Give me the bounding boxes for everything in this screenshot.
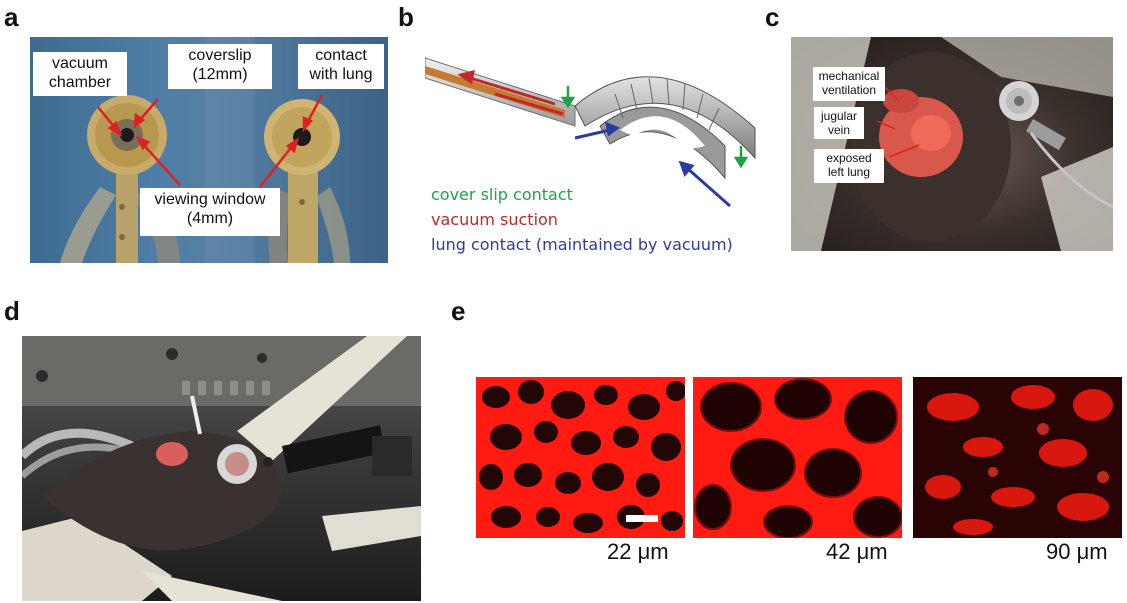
depth-label-42um: 42 μm: [826, 539, 888, 564]
label-exposed-left-lung: exposed left lung: [814, 149, 884, 183]
panel-a-photo: vacuum chamber coverslip (12mm) contact …: [30, 37, 388, 263]
panel-c-photo: mechanical ventilation jugular vein expo…: [791, 37, 1113, 251]
label-coverslip: coverslip (12mm): [168, 44, 272, 89]
micrograph-90um-image: [913, 377, 1122, 538]
micrograph-22um: [476, 377, 685, 538]
panel-d-photo: [22, 336, 421, 601]
panel-c-letter: c: [765, 2, 780, 32]
label-contact-with-lung: contact with lung: [298, 44, 384, 89]
legend-lung-contact: lung contact (maintained by vacuum): [431, 235, 733, 254]
panel-b-cutaway-diagram: [425, 57, 756, 208]
depth-label-22um: 22 μm: [607, 539, 669, 564]
label-mechanical-ventilation: mechanical ventilation: [813, 67, 885, 101]
panel-b-letter: b: [398, 2, 414, 32]
micrograph-42um: [693, 377, 902, 538]
depth-label-90um: 90 μm: [1046, 539, 1108, 564]
label-vacuum-chamber: vacuum chamber: [33, 52, 127, 96]
panel-e-letter: e: [451, 296, 466, 326]
legend-cover-slip-contact: cover slip contact: [431, 185, 573, 204]
legend-vacuum-suction: vacuum suction: [431, 210, 558, 229]
scale-bar: [626, 515, 658, 522]
panel-a-letter: a: [4, 2, 19, 32]
panel-d-mouse-setup-illustration: [22, 336, 421, 601]
micrograph-90um: [913, 377, 1122, 538]
micrograph-22um-image: [476, 377, 685, 538]
label-jugular-vein: jugular vein: [814, 107, 864, 139]
panel-d-letter: d: [4, 296, 20, 326]
micrograph-42um-image: [693, 377, 902, 538]
label-viewing-window: viewing window (4mm): [140, 188, 280, 236]
